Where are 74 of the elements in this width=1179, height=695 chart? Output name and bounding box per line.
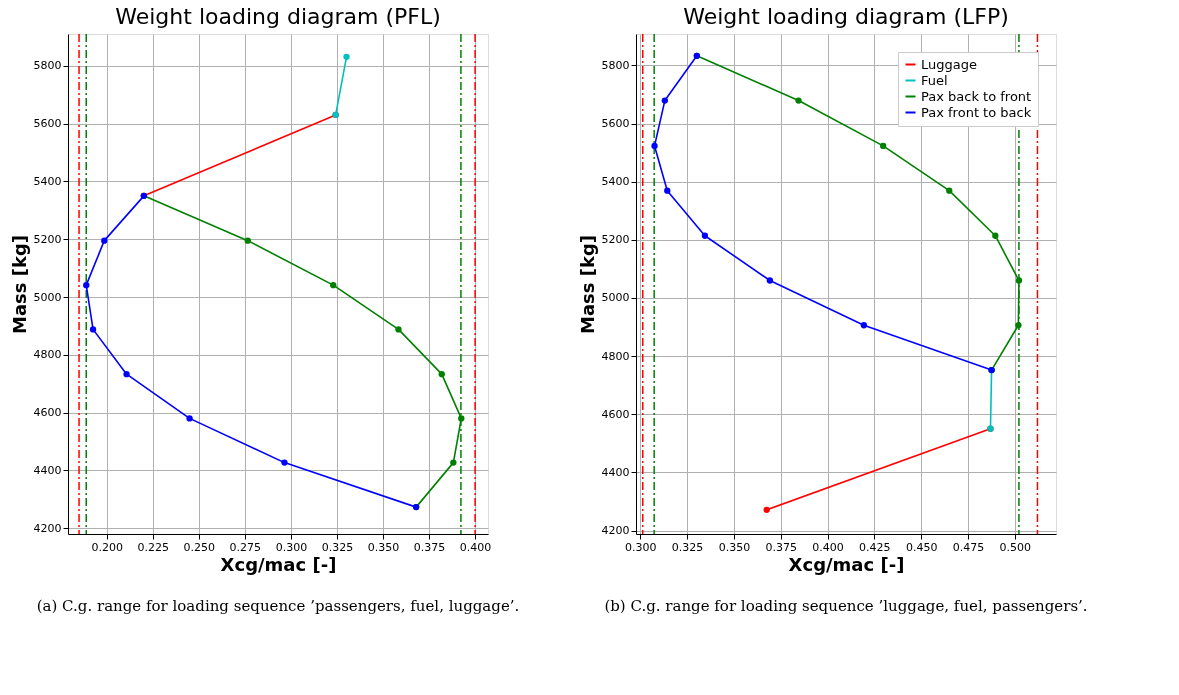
x-tick-label: 0.350	[718, 540, 751, 554]
point	[244, 237, 251, 244]
chart-title: Weight loading diagram (LFP)	[683, 4, 1009, 30]
y-tick-label: 4800	[601, 349, 630, 363]
point	[186, 415, 193, 422]
point	[1015, 322, 1022, 329]
x-tick-label: 0.375	[413, 540, 446, 554]
point	[101, 237, 108, 244]
x-axis-title: Xcg/mac [-]	[788, 553, 905, 575]
y-tick-label: 5000	[601, 291, 630, 305]
y-tick-label: 5800	[601, 58, 630, 72]
point	[458, 415, 465, 422]
y-tick-label: 4200	[33, 521, 62, 535]
y-tick-label: 4400	[601, 465, 630, 479]
x-tick-label: 0.300	[625, 540, 657, 554]
y-axis-title: Mass [kg]	[8, 234, 30, 335]
y-tick-label: 4400	[33, 463, 62, 477]
y-tick-label: 5200	[601, 233, 630, 247]
x-tick-label: 0.475	[952, 540, 985, 554]
text: (a) C.g. range for loading sequence ’passengers, fuel, luggage’.	[36, 597, 520, 615]
text: (b) C.g. range for loading sequence ’luggage, fuel, passengers’.	[604, 597, 1088, 615]
point	[395, 326, 402, 333]
legend-label: Pax back to front	[921, 88, 1032, 104]
y-tick-label: 5600	[601, 117, 630, 131]
point	[89, 326, 97, 333]
x-tick-label: 0.400	[812, 540, 844, 554]
point	[992, 232, 999, 239]
point	[281, 459, 288, 466]
x-tick-label: 0.425	[859, 540, 891, 554]
point	[330, 282, 337, 289]
x-tick-label: 0.375	[765, 540, 797, 554]
x-tick-label: 0.275	[229, 540, 262, 554]
y-tick-label: 5400	[601, 175, 630, 189]
point	[795, 97, 802, 104]
x-tick-label: 0.400	[459, 540, 492, 554]
point	[651, 142, 658, 150]
x-tick-label: 0.450	[905, 540, 938, 554]
y-tick-label: 4200	[601, 524, 630, 538]
y-tick-label: 5000	[33, 290, 62, 304]
legend-label: Luggage	[921, 56, 977, 72]
y-tick-label: 5600	[33, 117, 62, 131]
point	[343, 53, 350, 60]
y-axis-title: Mass [kg]	[576, 234, 598, 335]
chart-title: Weight loading diagram (PFL)	[115, 4, 441, 30]
point	[664, 187, 671, 194]
point	[1015, 277, 1023, 284]
point	[661, 97, 668, 104]
y-tick-label: 5400	[33, 174, 62, 188]
point	[880, 142, 887, 150]
point	[438, 371, 445, 378]
x-tick-label: 0.200	[91, 540, 123, 554]
y-tick-label: 4600	[33, 406, 62, 420]
legend-label: Fuel	[921, 72, 948, 88]
y-tick-label: 4600	[601, 407, 630, 421]
point	[946, 187, 953, 194]
point	[123, 371, 130, 378]
point	[450, 459, 457, 466]
x-tick-label: 0.300	[275, 540, 308, 554]
x-tick-label: 0.325	[671, 540, 704, 554]
y-tick-label: 5200	[33, 232, 62, 246]
y-tick-label: 5800	[33, 59, 62, 73]
x-tick-label: 0.225	[137, 540, 169, 554]
y-tick-label: 4800	[33, 348, 62, 362]
x-tick-label: 0.500	[999, 540, 1032, 554]
point	[860, 322, 868, 329]
x-tick-label: 0.250	[183, 540, 216, 554]
x-tick-label: 0.350	[367, 540, 400, 554]
x-tick-label: 0.325	[321, 540, 354, 554]
point	[701, 232, 709, 239]
point	[763, 506, 770, 514]
point	[766, 277, 774, 284]
point	[83, 282, 90, 289]
x-axis-title: Xcg/mac [-]	[220, 553, 337, 575]
legend-label: Pax front to back	[921, 104, 1032, 120]
